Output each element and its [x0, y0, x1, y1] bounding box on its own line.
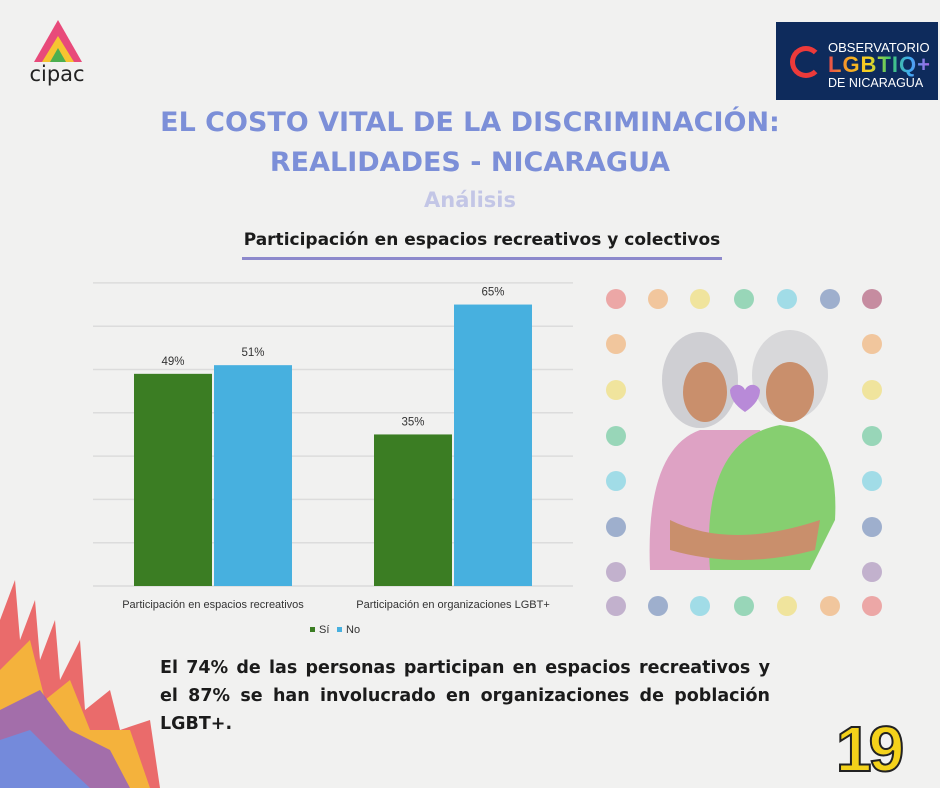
decorative-dot: [606, 517, 626, 537]
bar-si: [134, 373, 212, 586]
section-label: Análisis: [424, 188, 516, 212]
bar-no: [214, 365, 292, 586]
decorative-dot: [777, 596, 797, 616]
decorative-dot: [606, 289, 626, 309]
chart-subtitle: Participación en espacios recreativos y …: [242, 230, 722, 260]
decorative-dot: [862, 517, 882, 537]
decorative-dot: [606, 471, 626, 491]
cipac-logo-text: cipac: [29, 62, 85, 86]
decorative-dot: [862, 471, 882, 491]
cipac-logo: cipac: [22, 20, 92, 90]
decorative-dot: [862, 334, 882, 354]
decorative-dot: [820, 596, 840, 616]
data-label: 49%: [161, 356, 184, 368]
legend-swatch: [310, 627, 315, 632]
page-number: 19: [835, 712, 905, 786]
decorative-dot: [734, 289, 754, 309]
decorative-dot: [862, 596, 882, 616]
bar-si: [374, 434, 452, 586]
title-line-2: REALIDADES - NICARAGUA: [269, 147, 671, 178]
page-title: EL COSTO VITAL DE LA DISCRIMINACIÓN: REA…: [0, 103, 940, 183]
decorative-dot: [690, 289, 710, 309]
logo-ring-icon: [790, 46, 822, 78]
bar-no: [454, 304, 532, 586]
x-tick-label: Participación en organizaciones LGBT+: [356, 599, 550, 611]
logo-line-3: DE NICARAGUA: [828, 76, 924, 90]
legend-swatch: [337, 627, 342, 632]
title-line-1: EL COSTO VITAL DE LA DISCRIMINACIÓN:: [160, 107, 780, 138]
decorative-dot: [734, 596, 754, 616]
illustration-two-women-hugging: [640, 320, 850, 580]
rainbow-brush-decoration: [0, 580, 160, 788]
decorative-dot: [777, 289, 797, 309]
legend-label: No: [346, 624, 360, 636]
decorative-dot: [606, 426, 626, 446]
decorative-dot: [606, 380, 626, 400]
decorative-dot: [862, 380, 882, 400]
data-label: 51%: [241, 347, 264, 359]
decorative-dot: [606, 596, 626, 616]
decorative-dot: [690, 596, 710, 616]
x-tick-label: Participación en espacios recreativos: [122, 599, 304, 611]
decorative-dot: [648, 289, 668, 309]
decorative-dot: [862, 289, 882, 309]
decorative-dot: [606, 562, 626, 582]
data-label: 35%: [401, 416, 424, 428]
decorative-dot: [862, 426, 882, 446]
decorative-dot: [862, 562, 882, 582]
decorative-dot: [820, 289, 840, 309]
logo-line-2: LGBTIQ+: [828, 52, 931, 77]
legend-label: Sí: [319, 624, 329, 636]
decorative-dot: [648, 596, 668, 616]
logo-line-1: OBSERVATORIO: [828, 40, 930, 55]
decorative-dot: [606, 334, 626, 354]
summary-text: El 74% de las personas participan en esp…: [160, 658, 770, 734]
data-label: 65%: [481, 287, 504, 299]
observatorio-logo: OBSERVATORIO LGBTIQ+ DE NICARAGUA: [776, 22, 938, 100]
